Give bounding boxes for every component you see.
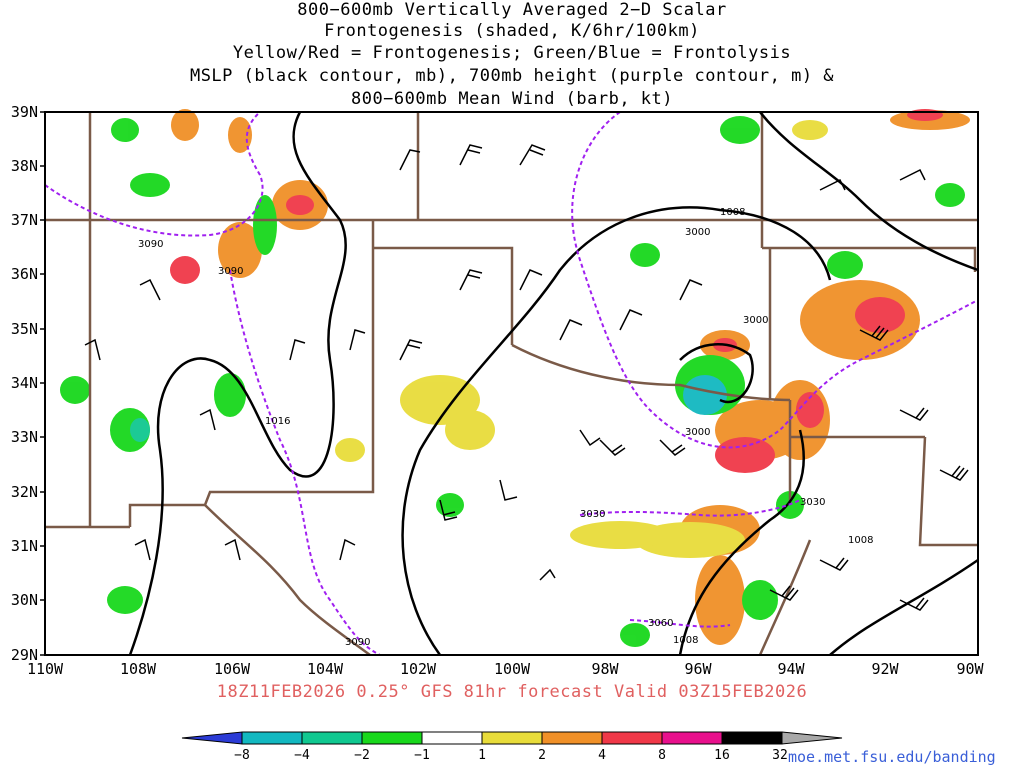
mslp-label: 1008 [720, 207, 745, 218]
colorbar-label: 4 [598, 748, 606, 763]
lon-label: 106W [213, 660, 251, 678]
axis-ticks [40, 111, 45, 656]
colorbar-label: 1 [478, 748, 486, 763]
colorbar-label: 32 [772, 748, 788, 763]
title-line-5: 800−600mb Mean Wind (barb, kt) [350, 89, 674, 109]
lat-label: 38N [10, 157, 38, 175]
colorbar-label: 16 [714, 748, 730, 763]
wind-barbs [84, 144, 969, 611]
colorbar-label: 2 [538, 748, 546, 763]
height-label: 3090 [345, 637, 370, 648]
lat-label: 36N [10, 265, 38, 283]
height-label: 3000 [743, 315, 768, 326]
mslp-label: 1008 [848, 535, 873, 546]
lat-label: 33N [10, 428, 38, 446]
run-info: 18Z11FEB2026 0.25° GFS 81hr forecast Val… [216, 682, 808, 702]
lat-label: 35N [10, 320, 38, 338]
mslp-label: 1016 [265, 416, 290, 427]
title-line-1: 800−600mb Vertically Averaged 2−D Scalar [297, 0, 727, 20]
colorbar-segment [541, 731, 603, 745]
colorbar-segment [781, 731, 843, 745]
source-url[interactable]: moe.met.fsu.edu/banding [788, 748, 996, 766]
lat-label: 37N [10, 211, 38, 229]
lon-label: 94W [777, 660, 805, 678]
colorbar-label: −4 [294, 748, 310, 763]
colorbar-label: −1 [414, 748, 430, 763]
height-label: 3090 [218, 266, 243, 277]
lon-label: 90W [956, 660, 984, 678]
state-boundaries [45, 112, 978, 657]
title-line-4: MSLP (black contour, mb), 700mb height (… [189, 66, 835, 86]
colorbar-segment [661, 731, 723, 745]
contour-labels: 1008 1016 1008 1008 3090 3090 3000 3000 … [138, 207, 873, 648]
height-label: 3030 [800, 497, 825, 508]
lat-label: 32N [10, 483, 38, 501]
mslp-contours [128, 111, 979, 656]
colorbar-label: −2 [354, 748, 370, 763]
lon-label: 102W [399, 660, 437, 678]
lon-label: 100W [493, 660, 531, 678]
lat-label: 39N [10, 103, 38, 121]
frontogenesis-shading [60, 109, 970, 647]
height-label: 3000 [685, 227, 710, 238]
colorbar-segment [421, 731, 483, 745]
colorbar-segment [601, 731, 663, 745]
colorbar-segment [721, 731, 783, 745]
lat-label: 34N [10, 374, 38, 392]
colorbar-segment [181, 731, 243, 745]
map-background [45, 112, 978, 655]
lon-label: 108W [119, 660, 157, 678]
height-label: 3060 [648, 618, 673, 629]
height-label: 3000 [685, 427, 710, 438]
lon-label: 92W [871, 660, 899, 678]
lon-label: 98W [591, 660, 619, 678]
lat-label: 30N [10, 591, 38, 609]
title-line-3: Yellow/Red = Frontogenesis; Green/Blue =… [232, 43, 792, 63]
height-label: 3030 [580, 509, 605, 520]
colorbar-segment [481, 731, 543, 745]
colorbar-label: −8 [234, 748, 250, 763]
height-label: 3090 [138, 239, 163, 250]
colorbar-segment [301, 731, 363, 745]
colorbar-segment [241, 731, 303, 745]
colorbar-segment [361, 731, 423, 745]
height-contours [44, 111, 979, 656]
colorbar-label: 8 [658, 748, 666, 763]
lon-label: 110W [26, 660, 64, 678]
lat-label: 29N [10, 646, 38, 664]
title-line-2: Frontogenesis (shaded, K/6hr/100km) [324, 21, 700, 41]
lon-label: 96W [684, 660, 712, 678]
lon-label: 104W [306, 660, 344, 678]
mslp-label: 1008 [673, 635, 698, 646]
colorbar [181, 731, 843, 745]
lat-label: 31N [10, 537, 38, 555]
